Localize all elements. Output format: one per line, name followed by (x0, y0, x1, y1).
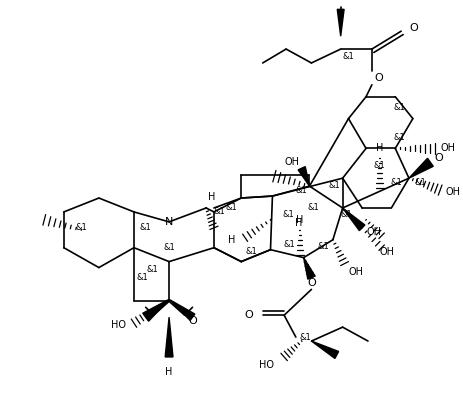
Text: HO: HO (259, 360, 275, 370)
Text: O: O (188, 316, 197, 326)
Text: &1: &1 (214, 208, 225, 217)
Text: &1: &1 (245, 247, 257, 256)
Text: &1: &1 (343, 52, 354, 61)
Text: &1: &1 (307, 204, 319, 212)
Text: OH: OH (285, 157, 300, 167)
Text: &1: &1 (140, 223, 151, 232)
Text: &1: &1 (393, 133, 405, 142)
Text: &1: &1 (137, 273, 149, 282)
Polygon shape (165, 317, 173, 357)
Text: O: O (409, 23, 418, 33)
Text: &1: &1 (415, 177, 426, 187)
Text: &1: &1 (300, 333, 312, 341)
Polygon shape (337, 9, 344, 36)
Text: &1: &1 (329, 181, 341, 190)
Text: O: O (307, 278, 316, 289)
Text: &1: &1 (341, 210, 352, 219)
Text: O: O (244, 310, 253, 320)
Text: OH: OH (366, 227, 381, 237)
Text: &1: &1 (75, 223, 87, 232)
Text: &1: &1 (163, 243, 175, 252)
Text: OH: OH (440, 143, 455, 153)
Text: O: O (375, 73, 383, 83)
Polygon shape (409, 158, 433, 178)
Text: &1: &1 (282, 210, 294, 219)
Text: H: H (165, 367, 173, 377)
Text: H: H (208, 192, 216, 202)
Text: &1: &1 (147, 265, 158, 274)
Text: N: N (165, 217, 173, 227)
Text: &1: &1 (296, 186, 307, 195)
Text: O: O (434, 153, 443, 163)
Text: H: H (296, 215, 303, 225)
Text: H: H (376, 143, 383, 153)
Text: &1: &1 (283, 240, 295, 249)
Polygon shape (304, 258, 315, 279)
Polygon shape (343, 208, 365, 231)
Text: &1: &1 (317, 242, 329, 251)
Polygon shape (143, 299, 169, 321)
Text: &1: &1 (225, 204, 238, 212)
Text: OH: OH (349, 267, 363, 276)
Text: &1: &1 (393, 103, 405, 112)
Polygon shape (298, 166, 309, 186)
Text: HO: HO (111, 320, 126, 330)
Text: &1: &1 (390, 177, 402, 187)
Polygon shape (169, 299, 195, 320)
Polygon shape (312, 341, 338, 359)
Text: OH: OH (445, 187, 460, 197)
Text: OH: OH (380, 247, 394, 257)
Text: &1: &1 (374, 161, 386, 170)
Text: H: H (295, 218, 302, 228)
Text: H: H (228, 235, 235, 245)
